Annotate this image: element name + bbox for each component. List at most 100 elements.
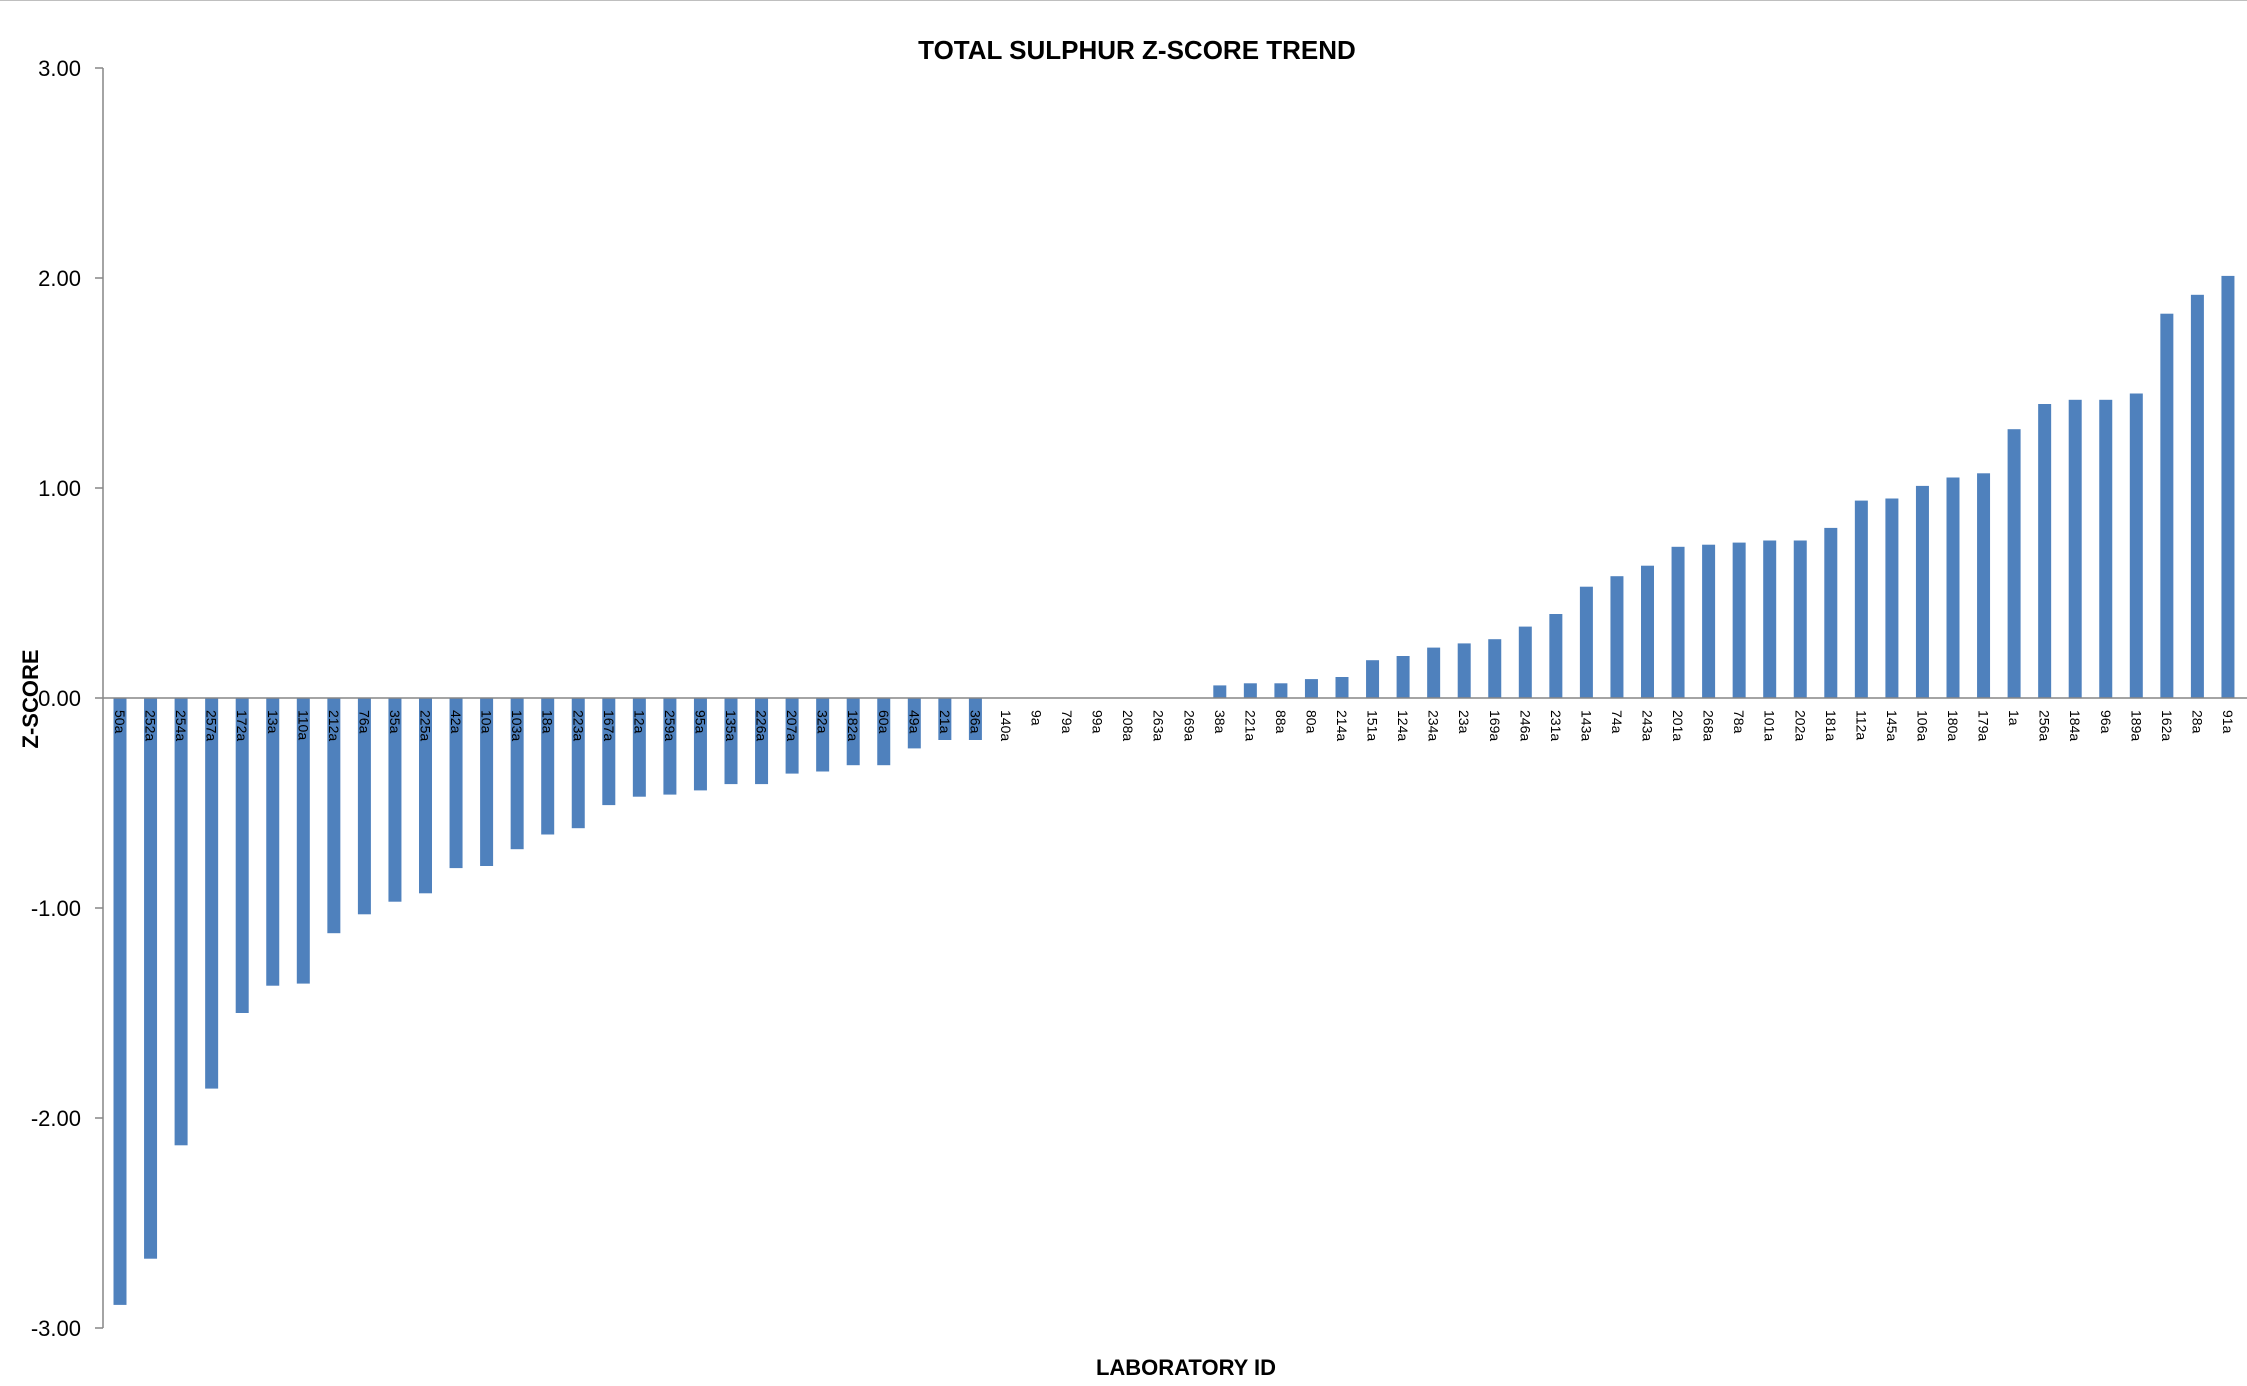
y-tick-label: 3.00 <box>38 56 81 81</box>
bars <box>114 68 2247 1305</box>
bar <box>2099 400 2112 698</box>
category-label: 12a <box>631 710 647 734</box>
category-label: 79a <box>1059 710 1075 734</box>
category-label: 263a <box>1151 710 1167 741</box>
bar <box>1427 648 1440 698</box>
bar <box>1274 683 1287 698</box>
category-label: 182a <box>845 710 861 741</box>
bar <box>1702 545 1715 698</box>
category-label: 50a <box>112 710 128 734</box>
bar <box>1519 627 1532 698</box>
bar <box>1610 576 1623 698</box>
y-axis: 3.002.001.000.00-1.00-2.00-3.00 <box>31 56 103 1341</box>
category-label: 231a <box>1548 710 1564 741</box>
bar <box>297 698 310 984</box>
category-label: 256a <box>2037 710 2053 741</box>
bar <box>1244 683 1257 698</box>
y-tick-label: -3.00 <box>31 1316 81 1341</box>
category-label: 13a <box>265 710 281 734</box>
category-label: 180a <box>1945 710 1961 741</box>
bar <box>1947 478 1960 699</box>
category-label: 36a <box>967 710 983 734</box>
category-label: 96a <box>2098 710 2114 734</box>
bar <box>1916 486 1929 698</box>
category-label: 49a <box>906 710 922 734</box>
y-tick-label: 0.00 <box>38 686 81 711</box>
category-label: 225a <box>418 710 434 741</box>
category-label: 110a <box>295 710 311 740</box>
bar <box>1885 499 1898 699</box>
bar <box>2069 400 2082 698</box>
category-label: 208a <box>1120 710 1136 741</box>
category-label: 38a <box>1212 710 1228 734</box>
category-label: 112a <box>1853 710 1869 740</box>
category-label: 243a <box>1640 710 1656 741</box>
bar <box>205 698 218 1089</box>
x-axis-title: LABORATORY ID <box>1096 1355 1276 1380</box>
category-label: 143a <box>1578 710 1594 741</box>
category-label: 18a <box>540 710 556 734</box>
bar <box>1305 679 1318 698</box>
bar <box>1794 541 1807 699</box>
category-label: 91a <box>2220 710 2236 734</box>
bar <box>2008 429 2021 698</box>
bar <box>1488 639 1501 698</box>
category-label: 162a <box>2159 710 2175 741</box>
category-label: 99a <box>1090 710 1106 734</box>
category-label: 35a <box>387 710 403 734</box>
category-label: 268a <box>1701 710 1717 741</box>
y-tick-label: 1.00 <box>38 476 81 501</box>
chart-title: TOTAL SULPHUR Z-SCORE TREND <box>918 35 1356 65</box>
category-label: 80a <box>1303 710 1319 734</box>
bar <box>2130 394 2143 699</box>
category-label: 74a <box>1609 710 1625 734</box>
bar <box>1213 685 1226 698</box>
category-label: 169a <box>1487 710 1503 741</box>
category-label: 259a <box>662 710 678 741</box>
category-label: 226a <box>754 710 770 741</box>
category-label: 106a <box>1914 710 1930 741</box>
category-label: 201a <box>1670 710 1686 741</box>
category-label: 234a <box>1426 710 1442 741</box>
bar <box>1733 543 1746 698</box>
y-tick-label: -1.00 <box>31 896 81 921</box>
category-label: 28a <box>2189 710 2205 734</box>
bar <box>2221 276 2234 698</box>
category-label: 88a <box>1273 710 1289 734</box>
category-label: 124a <box>1395 710 1411 741</box>
category-label: 32a <box>815 710 831 734</box>
y-tick-label: -2.00 <box>31 1106 81 1131</box>
bar <box>2038 404 2051 698</box>
category-label: 76a <box>356 710 372 734</box>
bar <box>1580 587 1593 698</box>
category-label: 21a <box>937 710 953 734</box>
category-label: 167a <box>601 710 617 741</box>
category-label: 223a <box>570 710 586 741</box>
bar <box>114 698 127 1305</box>
bar <box>1672 547 1685 698</box>
bar <box>1458 643 1471 698</box>
category-label: 101a <box>1762 710 1778 741</box>
bar <box>1549 614 1562 698</box>
bar <box>1641 566 1654 698</box>
category-label: 78a <box>1731 710 1747 734</box>
category-label: 95a <box>692 710 708 734</box>
category-label: 1a <box>2006 710 2022 726</box>
bar <box>1977 473 1990 698</box>
bar <box>1336 677 1349 698</box>
category-label: 145a <box>1884 710 1900 741</box>
category-label: 252a <box>143 710 159 741</box>
category-label: 254a <box>173 710 189 741</box>
category-label: 9a <box>1029 710 1045 726</box>
category-label: 257a <box>204 710 220 741</box>
category-label: 103a <box>509 710 525 741</box>
category-label: 140a <box>998 710 1014 741</box>
category-label: 221a <box>1242 710 1258 741</box>
category-label: 42a <box>448 710 464 734</box>
category-label: 207a <box>784 710 800 741</box>
category-label: 184a <box>2067 710 2083 741</box>
category-label: 10a <box>479 710 495 734</box>
